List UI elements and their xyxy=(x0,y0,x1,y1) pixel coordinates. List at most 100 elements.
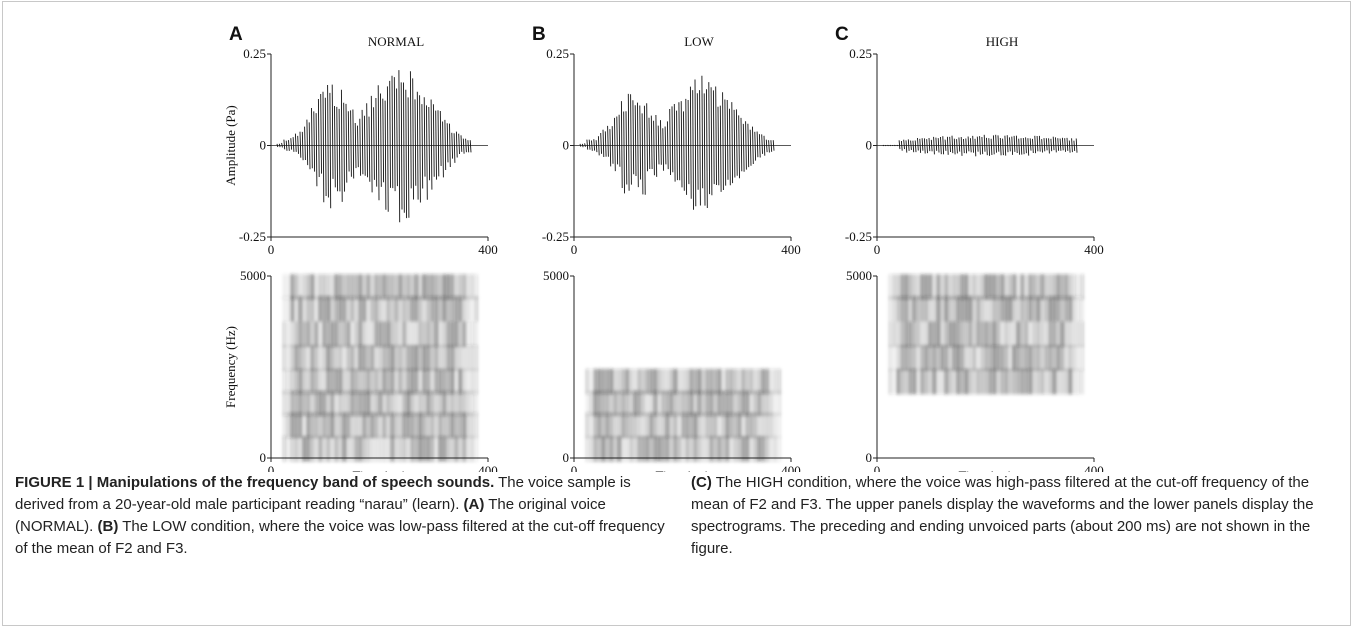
spectrogram-cell xyxy=(973,368,976,395)
spectrogram-cell xyxy=(1017,321,1020,347)
spectrogram-cell xyxy=(455,390,458,417)
spectrogram-cell xyxy=(287,296,290,322)
spectrogram-cell xyxy=(319,345,322,371)
spectrogram-cell xyxy=(1001,368,1004,395)
spectrogram-cell xyxy=(1017,368,1020,395)
spectrogram-cell xyxy=(1037,368,1040,395)
spectrogram-cell xyxy=(1037,345,1040,371)
spectrogram-cell xyxy=(694,390,697,417)
spectrogram-cell xyxy=(933,296,936,322)
spectrogram-cell xyxy=(451,390,454,417)
spectrogram-cell xyxy=(953,345,956,371)
spectrogram-cell xyxy=(343,436,346,462)
spectrogram-cell xyxy=(343,345,346,371)
spectrogram-cell xyxy=(351,390,354,417)
spectrogram-cell xyxy=(762,368,765,395)
spectrogram-cell xyxy=(750,390,753,417)
spectrogram-cell xyxy=(447,390,450,417)
spectrogram-cell xyxy=(319,321,322,347)
spectrogram-cell xyxy=(993,345,996,371)
spectrogram-cell xyxy=(295,321,298,347)
spectrogram-cell xyxy=(475,436,478,462)
spectrogram-cell xyxy=(590,368,593,395)
spectrogram-cell xyxy=(981,368,984,395)
spectrogram-cell xyxy=(435,345,438,371)
spectrogram-cell xyxy=(973,321,976,347)
spectrogram-cell xyxy=(706,436,709,462)
spectrogram-cell xyxy=(291,345,294,371)
spectrogram-cell xyxy=(459,274,462,300)
caption-text: The LOW condition, where the voice was l… xyxy=(15,518,665,557)
spectrogram-cell xyxy=(909,345,912,371)
spectrogram-cell xyxy=(961,321,964,347)
spectrogram-cell xyxy=(443,321,446,347)
spectrogram-cell xyxy=(311,321,314,347)
spectrogram-cell xyxy=(443,296,446,322)
spectrogram-cell xyxy=(367,345,370,371)
spectrogram-cell xyxy=(347,296,350,322)
spectrogram-cell xyxy=(323,345,326,371)
spectrogram-cell xyxy=(471,436,474,462)
spectrogram-cell xyxy=(355,368,358,395)
spectrogram-cell xyxy=(889,345,892,371)
spectrogram-cell xyxy=(610,412,613,438)
spectrogram-cell xyxy=(359,296,362,322)
y-tick-label: 0 xyxy=(260,138,267,153)
spectrogram-cell xyxy=(379,345,382,371)
spectrogram-cell xyxy=(367,412,370,438)
spectrogram-cell xyxy=(451,368,454,395)
spectrogram-cell xyxy=(283,436,286,462)
spectrogram-cell xyxy=(1021,321,1024,347)
spectrogram-cell xyxy=(909,296,912,322)
spectrogram-cell xyxy=(929,368,932,395)
spectrogram-cell xyxy=(467,390,470,417)
spectrogram-cell xyxy=(718,436,721,462)
spectrogram-cell xyxy=(363,436,366,462)
spectrogram-cell xyxy=(375,368,378,395)
spectrogram-cell xyxy=(335,436,338,462)
spectrogram-cell xyxy=(383,345,386,371)
spectrogram-cell xyxy=(447,321,450,347)
spectrogram-cell xyxy=(395,321,398,347)
spectrogram-cell xyxy=(315,321,318,347)
spectrogram-cell xyxy=(431,436,434,462)
spectrogram-cell xyxy=(287,412,290,438)
spectrogram-cell xyxy=(897,296,900,322)
spectrogram-cell xyxy=(319,390,322,417)
spectrogram-cell xyxy=(411,390,414,417)
spectrogram-cell xyxy=(921,368,924,395)
spectrogram-cell xyxy=(985,368,988,395)
spectrogram-cell xyxy=(419,412,422,438)
spectrogram-cell xyxy=(981,321,984,347)
spectrogram-cell xyxy=(642,368,645,395)
spectrogram-cell xyxy=(921,345,924,371)
spectrogram-cell xyxy=(431,412,434,438)
spectrogram-cell xyxy=(622,436,625,462)
y-axis-label: Amplitude (Pa) xyxy=(223,105,238,186)
spectrogram-cell xyxy=(331,436,334,462)
spectrogram-cell xyxy=(666,436,669,462)
spectrogram-cell xyxy=(375,436,378,462)
spectrogram-cell xyxy=(638,436,641,462)
spectrogram-cell xyxy=(295,345,298,371)
spectrogram-cell xyxy=(471,321,474,347)
spectrogram-cell xyxy=(622,368,625,395)
spectrogram-cell xyxy=(419,436,422,462)
spectrogram-cell xyxy=(778,412,781,438)
spectrogram-cell xyxy=(387,345,390,371)
spectrogram-cell xyxy=(610,368,613,395)
spectrogram-cell xyxy=(698,436,701,462)
spectrogram-cell xyxy=(598,390,601,417)
spectrogram-cell xyxy=(319,296,322,322)
spectrogram-cell xyxy=(1001,296,1004,322)
spectrogram-cell xyxy=(929,345,932,371)
spectrogram-cell xyxy=(363,412,366,438)
spectrogram-cell xyxy=(319,436,322,462)
spectrogram-cell xyxy=(1017,296,1020,322)
spectrogram-cell xyxy=(291,274,294,300)
spectrogram-cell xyxy=(455,436,458,462)
spectrogram-cell xyxy=(391,274,394,300)
spectrogram-cell xyxy=(355,345,358,371)
spectrogram-cell xyxy=(355,296,358,322)
